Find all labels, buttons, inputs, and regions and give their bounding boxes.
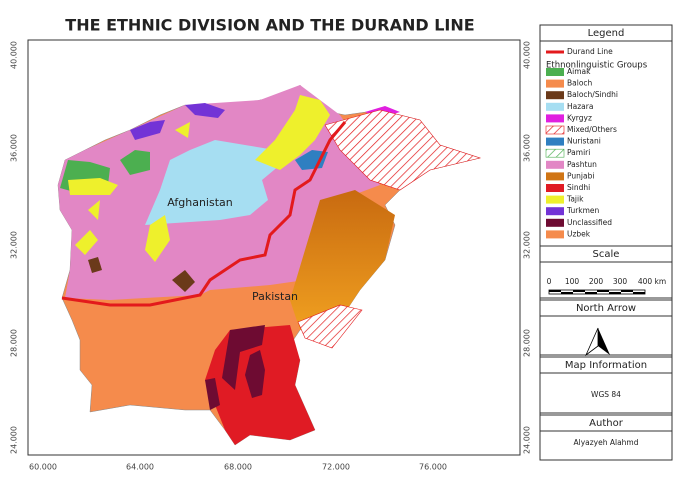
legend-swatch — [546, 218, 564, 227]
lon-tick-label: 72.000 — [322, 463, 350, 472]
legend-swatch — [545, 148, 565, 158]
scale-bar — [548, 289, 646, 295]
country-label: Afghanistan — [167, 196, 233, 209]
legend-swatch — [546, 79, 564, 88]
legend-label: Unclassified — [567, 218, 612, 227]
legend-swatch — [546, 102, 564, 111]
lat-tick-label: 24.000 — [10, 426, 19, 454]
map-title: THE ETHNIC DIVISION AND THE DURAND LINE — [65, 16, 474, 35]
scale-label: 100 — [565, 277, 580, 286]
legend-label: Baloch/Sindhi — [567, 90, 618, 99]
lat-tick-label: 32.000 — [523, 231, 532, 259]
legend-label: Uzbek — [567, 229, 591, 238]
author-title: Author — [589, 418, 624, 429]
legend-title: Legend — [588, 28, 625, 39]
lat-tick-label: 24.000 — [523, 426, 532, 454]
legend-swatch — [546, 184, 564, 192]
scale-label: 0 — [547, 277, 552, 286]
lon-tick-label: 60.000 — [29, 463, 57, 472]
scale-title: Scale — [593, 249, 620, 260]
author-name: Alyazyeh Alahmd — [573, 438, 638, 447]
lon-tick-label: 76.000 — [419, 463, 447, 472]
legend-swatch — [546, 68, 564, 76]
north-arrow — [585, 327, 610, 357]
country-label: Pakistan — [252, 290, 298, 303]
lat-tick-label: 32.000 — [10, 231, 19, 259]
legend-label: Baloch — [567, 79, 593, 88]
scale-label: 400 km — [638, 277, 666, 286]
north-arrow-title: North Arrow — [576, 303, 636, 314]
lat-tick-label: 28.000 — [10, 329, 19, 357]
scale-label: 200 — [589, 277, 604, 286]
legend-swatch — [546, 207, 564, 216]
lon-tick-label: 64.000 — [126, 463, 154, 472]
legend-label: Mixed/Others — [567, 125, 617, 134]
legend-label: Pashtun — [567, 160, 597, 169]
legend-label: Durand Line — [567, 47, 613, 56]
legend-swatch — [545, 125, 565, 135]
lat-tick-label: 40.000 — [10, 41, 19, 69]
legend-swatch — [546, 160, 564, 169]
lat-tick-label: 40.000 — [523, 41, 532, 69]
legend-swatch — [546, 230, 564, 239]
legend-swatch — [546, 91, 564, 100]
legend-label: Sindhi — [567, 183, 590, 192]
legend-label: Aimak — [567, 67, 591, 76]
legend-label: Kyrgyz — [567, 113, 592, 122]
legend-label: Hazara — [567, 102, 593, 111]
legend-swatch — [546, 114, 564, 123]
legend-swatch — [546, 195, 564, 204]
scale-label: 300 — [613, 277, 628, 286]
legend-label: Tajik — [566, 195, 584, 204]
legend-label: Punjabi — [567, 171, 594, 180]
lat-tick-label: 36.000 — [10, 134, 19, 162]
map-regions — [57, 84, 482, 446]
legend-swatch — [546, 172, 564, 181]
crs-label: WGS 84 — [591, 390, 621, 399]
legend-label: Pamiri — [567, 148, 590, 157]
legend-swatch — [546, 137, 564, 146]
legend-label: Turkmen — [566, 206, 600, 215]
map-info-title: Map Information — [565, 360, 647, 371]
lat-tick-label: 36.000 — [523, 134, 532, 162]
legend-label: Nuristani — [567, 137, 601, 146]
lon-tick-label: 68.000 — [224, 463, 252, 472]
lat-tick-label: 28.000 — [523, 329, 532, 357]
legend-group-title: Ethnonlinguistic Groups — [546, 61, 648, 71]
